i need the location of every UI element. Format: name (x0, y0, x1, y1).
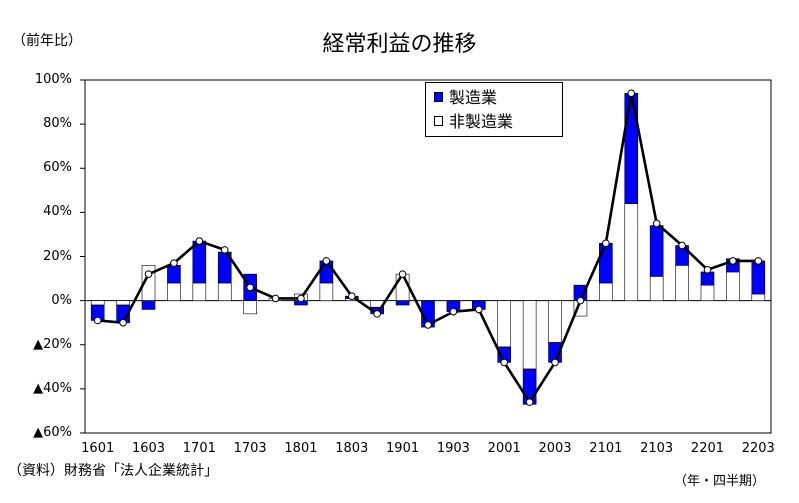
y-tick-label: ▲40% (33, 380, 72, 396)
total-point (373, 310, 381, 318)
total-point (678, 241, 686, 250)
bar-non-manufacturing (497, 300, 512, 348)
total-point (602, 239, 610, 248)
total-point (144, 270, 153, 278)
x-tick-label: 2201 (690, 441, 725, 456)
bar-non-manufacturing (90, 300, 105, 306)
legend-label-manufacturing: 製造業 (449, 88, 498, 107)
bar-manufacturing (649, 225, 664, 277)
source-note: （資料）財務省「法人企業統計」 (8, 463, 218, 479)
total-point (703, 265, 712, 274)
bar-non-manufacturing (217, 282, 232, 301)
y-tick-label: 0% (51, 292, 72, 308)
total-point (576, 296, 585, 305)
total-point (754, 257, 763, 265)
x-tick-label: 1803 (335, 441, 369, 456)
total-point (652, 219, 661, 228)
bar-manufacturing (192, 240, 207, 284)
bar-non-manufacturing (675, 265, 689, 301)
total-point (424, 321, 432, 329)
x-tick-label: 2101 (589, 441, 623, 456)
bar-non-manufacturing (167, 282, 181, 301)
bar-non-manufacturing (243, 300, 257, 315)
legend: 製造業 非製造業 (425, 82, 563, 137)
legend-swatch-non-manufacturing (434, 116, 443, 126)
x-tick-label: 1601 (81, 441, 115, 456)
x-tick-label: 2001 (487, 441, 521, 456)
total-point (246, 283, 254, 292)
total-point (627, 89, 636, 98)
x-tick-label: 1703 (233, 441, 267, 456)
legend-label-non-manufacturing: 非製造業 (449, 112, 514, 131)
total-point (729, 257, 737, 265)
total-point (271, 294, 280, 303)
y-tick-label: 80% (43, 116, 72, 132)
total-point (551, 358, 559, 367)
y-tick-label: 60% (43, 160, 72, 176)
total-point (170, 259, 178, 267)
bar-non-manufacturing (751, 293, 766, 301)
total-point (347, 292, 356, 301)
bar-manufacturing (751, 260, 766, 295)
bar-non-manufacturing (599, 282, 613, 301)
total-point (525, 398, 534, 406)
bar-manufacturing (700, 271, 715, 286)
x-tick-label: 1801 (284, 441, 318, 456)
total-point (220, 246, 229, 254)
legend-swatch-manufacturing (434, 92, 443, 102)
x-tick-label: 1701 (182, 441, 216, 456)
x-tick-label: 1901 (386, 441, 420, 456)
y-tick-label: ▲60% (33, 425, 72, 440)
bar-non-manufacturing (522, 300, 537, 370)
bar-non-manufacturing (726, 271, 740, 301)
bar-non-manufacturing (319, 282, 334, 301)
total-point (500, 358, 509, 367)
bar-non-manufacturing (192, 282, 207, 301)
bar-non-manufacturing (624, 203, 639, 301)
y-tick-label: 40% (43, 204, 72, 220)
bar-non-manufacturing (649, 276, 664, 301)
x-axis-unit-label: （年・四半期） (674, 474, 766, 489)
bar-manufacturing (599, 242, 613, 284)
chart-title: 経常利益の推移 (322, 32, 477, 57)
bar-manufacturing (167, 265, 181, 284)
bar-non-manufacturing (395, 273, 410, 301)
total-point (195, 237, 204, 245)
x-tick-label: 1903 (436, 441, 470, 456)
y-tick-label: 100% (34, 72, 72, 87)
x-tick-label: 2003 (538, 441, 572, 456)
total-point (297, 294, 305, 303)
total-point (398, 270, 407, 278)
x-tick-label: 1603 (131, 441, 166, 456)
bar-manufacturing (141, 300, 156, 310)
bar-non-manufacturing (548, 300, 562, 343)
y-tick-label: ▲20% (33, 336, 72, 352)
total-point (475, 305, 483, 314)
y-axis-unit-label: （前年比） (12, 33, 82, 49)
bar-non-manufacturing (700, 284, 715, 301)
bar-non-manufacturing (116, 300, 130, 306)
x-tick-label: 2203 (741, 441, 775, 456)
y-tick-label: 20% (43, 248, 72, 264)
total-point (119, 318, 127, 327)
total-point (322, 257, 331, 265)
bar-manufacturing (395, 300, 410, 306)
x-tick-label: 2103 (640, 441, 674, 456)
total-point (449, 307, 458, 316)
total-point (93, 316, 102, 325)
